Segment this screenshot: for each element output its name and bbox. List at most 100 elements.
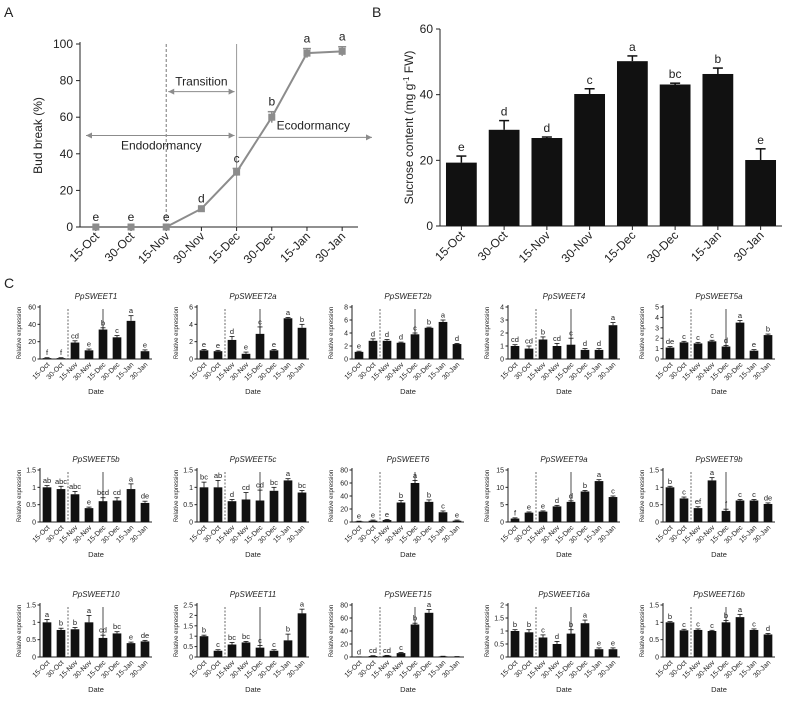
small-chart-y-tick-label: 0.5 (26, 502, 36, 509)
small-chart-bar (70, 629, 80, 657)
small-chart-significance-label: ab (43, 476, 51, 485)
small-chart-bar (56, 358, 66, 359)
small-chart-significance-label: a (286, 469, 291, 478)
small-chart-title: PpSWEET5a (695, 292, 743, 301)
chart-a-bud-break: 0 20 40 60 80 100 15-Oct 30-Oct15-Nov30-Nov15-D… (31, 30, 372, 266)
chart-a-ecodormancy-arrow-head-right (366, 134, 372, 141)
small-chart-significance-label: b (668, 477, 672, 486)
small-chart-bar (424, 612, 434, 657)
chart-a-point (338, 47, 346, 55)
small-chart-significance-label: c (441, 501, 445, 510)
small-chart-significance-label: a (710, 468, 715, 477)
small-chart-x-axis-label: Date (88, 387, 104, 396)
small-chart-x-axis-label: Date (245, 387, 261, 396)
small-chart-y-tick-label: 2 (189, 339, 193, 346)
small-chart-significance-label: c (413, 324, 417, 333)
small-chart-significance-label: bc (228, 633, 236, 642)
small-chart-x-axis-label: Date (400, 685, 416, 694)
small-chart-y-tick-label: 2.5 (183, 603, 193, 610)
small-chart-significance-label: de (666, 337, 674, 346)
small-chart-y-tick-label: 10 (496, 485, 504, 492)
small-chart-y-tick-label: 1.5 (26, 603, 36, 610)
small-chart-significance-label: abc (55, 477, 67, 486)
chart-a-point (197, 205, 205, 213)
small-chart-significance-label: a (441, 311, 446, 320)
small-chart-bar (140, 351, 150, 359)
small-chart-bar (693, 343, 703, 359)
small-chart-bar (735, 617, 745, 657)
chart-b-significance-label: c (587, 73, 593, 87)
small-chart-significance-label: c (682, 488, 686, 497)
small-chart-y-tick-label: 1.5 (494, 616, 504, 623)
small-chart-bar (213, 487, 223, 522)
small-chart-bar (396, 502, 406, 522)
small-chart-bar (679, 342, 689, 359)
small-chart-significance-label: d (724, 336, 728, 345)
small-chart-significance-label: ef (695, 497, 702, 506)
chart-a-series-line (95, 50, 343, 228)
small-chart-significance-label: c (569, 329, 573, 338)
small-chart-bar (98, 637, 108, 657)
small-chart-y-tick-label: 0 (500, 357, 504, 364)
small-chart-significance-label: d (357, 647, 361, 656)
small-chart-bar (213, 351, 223, 359)
chart-a-point (92, 223, 100, 231)
small-chart-significance-label: b (569, 620, 573, 629)
small-chart-bar (42, 622, 52, 657)
small-chart-bar (269, 650, 279, 657)
small-chart-y-tick-label: 2 (500, 331, 504, 338)
chart-a-transition-label: Transition (175, 75, 227, 89)
small-chart-bar (368, 520, 378, 522)
small-chart-bar (354, 521, 364, 522)
small-chart-significance-label: a (129, 474, 134, 483)
small-chart-significance-label: e (611, 638, 615, 647)
small-chart-y-tick-label: 1 (500, 344, 504, 351)
small-chart-y-tick-label: 0 (189, 520, 193, 527)
chart-b-y-axis-label-main: Sucrose content (mg g (402, 84, 416, 205)
small-chart-significance-label: b (513, 620, 517, 629)
small-chart-significance-label: e (357, 342, 361, 351)
small-chart-bar (763, 634, 773, 657)
small-chart-y-axis-label: Relative expression (329, 307, 335, 359)
small-chart-y-tick-label: 60 (340, 481, 348, 488)
chart-a-x-tick-label: 15-Jan (277, 229, 313, 265)
small-chart-y-tick-label: 20 (28, 339, 36, 346)
small-chart-significance-label: b (286, 625, 290, 634)
chart-b-significance-label: b (715, 52, 722, 66)
small-chart-title: PpSWEET16a (538, 590, 590, 599)
small-chart-title: PpSWEET4 (543, 292, 586, 301)
small-chart-y-tick-label: 15 (496, 468, 504, 475)
small-chart-bar (241, 353, 251, 359)
small-chart-significance-label: b (59, 619, 63, 628)
small-chart-significance-label: f (514, 508, 517, 517)
small-chart-bar (438, 656, 448, 657)
small-chart-y-tick-label: 8 (344, 305, 348, 312)
small-chart-significance-label: b (202, 626, 206, 635)
small-chart-y-tick-label: 1 (655, 620, 659, 627)
small-chart-bar (410, 483, 420, 522)
chart-a-significance-label: e (128, 210, 135, 224)
small-chart-significance-label: c (258, 636, 262, 645)
small-chart-y-tick-label: 1 (189, 485, 193, 492)
small-chart-bar (608, 497, 618, 522)
small-chart-significance-label: de (141, 492, 149, 501)
small-chart-y-axis-label: Relative expression (174, 605, 180, 657)
small-chart-significance-label: f (725, 500, 728, 509)
small-chart-bar (283, 318, 293, 359)
small-chart-y-tick-label: 80 (340, 468, 348, 475)
small-chart-bar (140, 641, 150, 657)
small-chart-bar (199, 636, 209, 657)
small-chart-significance-label: cd (383, 646, 391, 655)
small-chart-y-tick-label: 1.5 (183, 623, 193, 630)
small-chart-title: PpSWEET16b (693, 590, 745, 599)
small-chart-significance-label: cd (511, 335, 519, 344)
small-chart-y-tick-label: 2 (500, 603, 504, 610)
chart-a-x-tick-label: 15-Dec (205, 229, 242, 266)
small-chart-bar (538, 511, 548, 522)
chart-a-point (268, 113, 276, 121)
small-chart-y-tick-label: 6 (189, 305, 193, 312)
small-chart-y-tick-label: 20 (340, 642, 348, 649)
